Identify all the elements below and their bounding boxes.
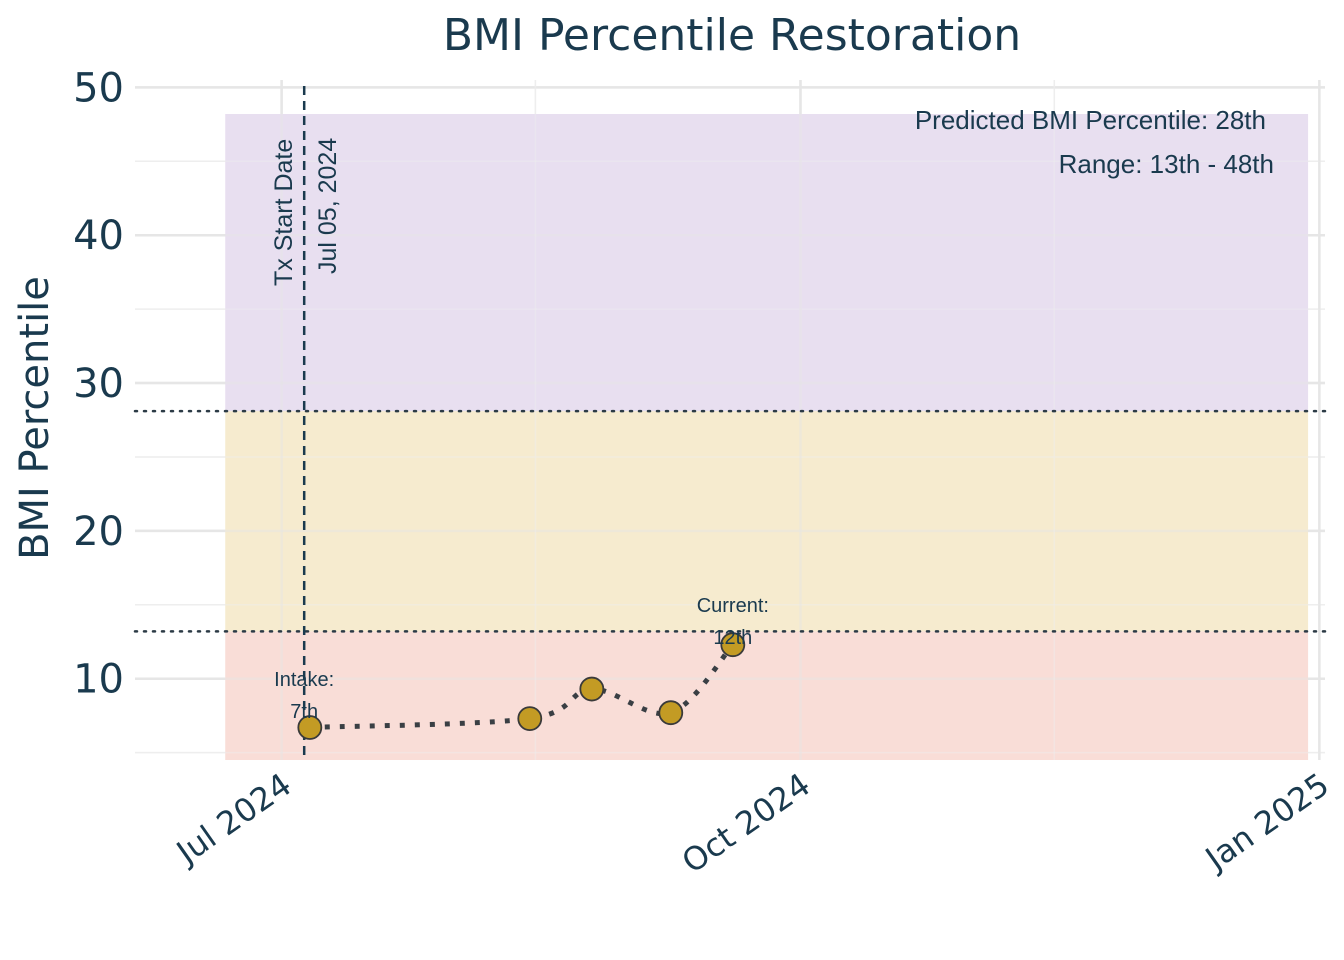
tx-start-date-label: Jul 05, 2024 xyxy=(314,138,342,274)
grid-overlay xyxy=(135,80,1325,760)
x-axis-ticks: Jul 2024 Oct 2024 Jan 2025 xyxy=(168,765,1336,880)
series-connecting-line xyxy=(309,643,735,730)
y-tick-label: 10 xyxy=(73,657,124,703)
point-annotations: Intake: 7th Current: 12th xyxy=(274,595,769,723)
point-annotation-value: 12th xyxy=(713,627,752,649)
y-tick-label: 20 xyxy=(73,509,124,555)
predicted-range-text: Range: 13th - 48th xyxy=(1059,149,1274,179)
data-point xyxy=(579,676,605,702)
y-tick-label: 40 xyxy=(73,213,124,259)
range-bands xyxy=(225,114,1309,760)
chart-title: BMI Percentile Restoration xyxy=(443,10,1021,61)
series-bmi xyxy=(297,632,746,740)
tx-start-line: Tx Start Date Jul 05, 2024 xyxy=(270,86,342,760)
point-annotation-value: 7th xyxy=(290,701,318,723)
point-annotation-title: Current: xyxy=(697,595,769,617)
data-point xyxy=(658,700,684,726)
band-lower-range xyxy=(225,411,1309,632)
data-point xyxy=(297,715,323,740)
y-tick-label: 30 xyxy=(73,361,124,407)
predicted-percentile-text: Predicted BMI Percentile: 28th xyxy=(915,105,1266,135)
x-tick-label: Jan 2025 xyxy=(1197,765,1336,878)
y-axis-label: BMI Percentile xyxy=(12,276,58,560)
data-point xyxy=(720,632,746,658)
band-below-range xyxy=(225,631,1309,760)
y-tick-label: 50 xyxy=(73,65,124,111)
tx-start-label: Tx Start Date xyxy=(270,139,298,286)
band-upper-range xyxy=(225,114,1309,412)
y-axis-ticks: 10 20 30 40 50 xyxy=(73,65,124,702)
data-point xyxy=(517,706,543,732)
x-tick-label: Jul 2024 xyxy=(168,765,298,872)
point-annotation-title: Intake: xyxy=(274,669,334,691)
x-tick-label: Oct 2024 xyxy=(675,765,817,880)
threshold-lines xyxy=(133,409,1327,633)
